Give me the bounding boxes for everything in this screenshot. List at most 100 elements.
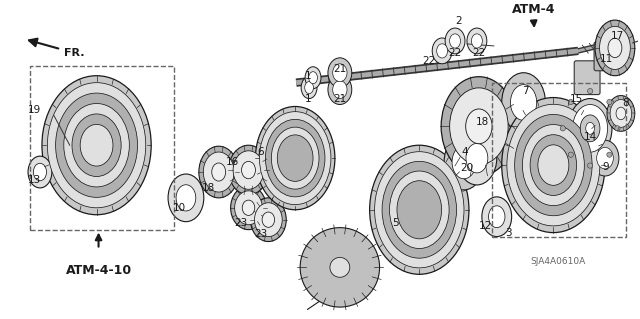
Ellipse shape	[235, 191, 262, 225]
Text: 4: 4	[461, 147, 468, 157]
Ellipse shape	[241, 161, 255, 179]
Ellipse shape	[255, 203, 282, 237]
Text: 23: 23	[234, 218, 247, 228]
Ellipse shape	[266, 119, 325, 197]
Ellipse shape	[444, 134, 484, 190]
Ellipse shape	[452, 145, 476, 179]
Circle shape	[588, 88, 593, 94]
Ellipse shape	[47, 83, 146, 208]
Ellipse shape	[538, 145, 569, 185]
Ellipse shape	[230, 186, 266, 230]
Ellipse shape	[596, 147, 613, 169]
Ellipse shape	[250, 198, 286, 241]
Text: 22: 22	[472, 48, 486, 58]
Ellipse shape	[591, 140, 619, 176]
Ellipse shape	[370, 145, 469, 274]
Ellipse shape	[328, 58, 352, 88]
Ellipse shape	[64, 103, 129, 187]
Ellipse shape	[595, 20, 635, 76]
FancyBboxPatch shape	[574, 61, 600, 94]
Ellipse shape	[72, 114, 121, 176]
Ellipse shape	[204, 152, 234, 192]
Ellipse shape	[600, 26, 630, 70]
Text: 23: 23	[254, 229, 267, 239]
Ellipse shape	[607, 96, 635, 131]
Text: 22: 22	[449, 48, 461, 58]
Ellipse shape	[616, 107, 626, 120]
Text: 14: 14	[584, 132, 596, 142]
Ellipse shape	[259, 112, 331, 204]
Ellipse shape	[610, 100, 632, 127]
Text: 7: 7	[522, 85, 529, 96]
Ellipse shape	[212, 163, 226, 181]
Circle shape	[568, 100, 573, 105]
Ellipse shape	[330, 257, 350, 277]
Ellipse shape	[511, 85, 537, 120]
Text: FR.: FR.	[29, 39, 84, 58]
Circle shape	[607, 100, 612, 105]
Ellipse shape	[382, 161, 456, 258]
Text: 1: 1	[305, 93, 312, 104]
Ellipse shape	[301, 77, 317, 99]
Text: 19: 19	[28, 106, 40, 115]
Ellipse shape	[305, 82, 314, 94]
Text: 10: 10	[172, 203, 186, 213]
Ellipse shape	[262, 212, 275, 227]
Ellipse shape	[33, 163, 47, 181]
Ellipse shape	[199, 146, 239, 198]
Ellipse shape	[333, 81, 347, 99]
Text: 21: 21	[333, 93, 346, 104]
Text: 22: 22	[422, 56, 436, 66]
Ellipse shape	[457, 131, 497, 185]
Ellipse shape	[608, 38, 622, 58]
Ellipse shape	[255, 107, 335, 210]
Text: 21: 21	[333, 64, 346, 74]
Ellipse shape	[277, 135, 313, 182]
Ellipse shape	[42, 76, 151, 215]
Circle shape	[607, 152, 612, 157]
Ellipse shape	[228, 145, 268, 195]
Ellipse shape	[243, 200, 255, 215]
Ellipse shape	[390, 171, 449, 249]
Text: 8: 8	[623, 98, 629, 108]
Ellipse shape	[233, 151, 264, 189]
Ellipse shape	[441, 77, 516, 176]
Text: 1: 1	[305, 71, 312, 81]
Ellipse shape	[568, 99, 612, 158]
Ellipse shape	[472, 34, 483, 48]
Text: ATM-4: ATM-4	[512, 3, 556, 16]
Ellipse shape	[271, 127, 319, 189]
FancyBboxPatch shape	[594, 42, 616, 71]
Bar	[30, 66, 174, 230]
Ellipse shape	[168, 174, 204, 222]
Text: 15: 15	[570, 93, 583, 104]
Ellipse shape	[300, 228, 380, 307]
Ellipse shape	[466, 109, 492, 144]
Text: 13: 13	[28, 175, 40, 185]
Ellipse shape	[515, 115, 592, 216]
Ellipse shape	[507, 104, 600, 226]
Ellipse shape	[436, 44, 447, 58]
Text: SJA4A0610A: SJA4A0610A	[531, 257, 586, 266]
Text: 18: 18	[202, 183, 216, 193]
Ellipse shape	[374, 152, 464, 268]
Circle shape	[588, 163, 593, 168]
Ellipse shape	[482, 197, 511, 237]
Ellipse shape	[56, 93, 138, 197]
Ellipse shape	[573, 105, 607, 152]
Text: 17: 17	[611, 31, 625, 41]
Ellipse shape	[176, 185, 196, 211]
Text: 6: 6	[257, 147, 264, 157]
Text: 20: 20	[460, 163, 474, 173]
Ellipse shape	[80, 124, 113, 166]
Ellipse shape	[28, 156, 52, 188]
Circle shape	[615, 126, 620, 131]
Ellipse shape	[530, 135, 577, 196]
Text: 16: 16	[226, 157, 239, 167]
Text: 18: 18	[476, 117, 490, 127]
Text: 9: 9	[603, 162, 609, 172]
Text: 3: 3	[506, 227, 512, 238]
Circle shape	[560, 126, 565, 131]
Text: 5: 5	[392, 218, 399, 228]
Ellipse shape	[522, 124, 584, 205]
